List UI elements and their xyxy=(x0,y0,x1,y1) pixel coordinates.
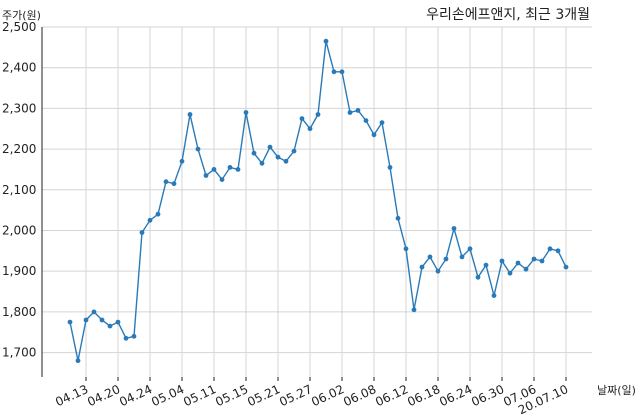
price-point xyxy=(131,333,137,339)
price-series-line xyxy=(69,41,567,361)
y-tick-label: 1,800 xyxy=(2,305,36,319)
price-point xyxy=(275,154,281,160)
price-point xyxy=(283,158,289,164)
price-point xyxy=(299,116,305,121)
price-point xyxy=(235,167,241,172)
price-point xyxy=(451,226,457,231)
tick-labels: 1,700 1,800 1,900 2,000 2,100 2,200 2,300 2,400… xyxy=(2,20,570,417)
y-tick-label: 2,100 xyxy=(2,183,36,197)
price-point xyxy=(91,309,97,315)
price-point xyxy=(123,335,129,341)
series xyxy=(67,38,569,364)
price-point xyxy=(563,264,569,270)
y-tick-label: 2,500 xyxy=(2,20,36,34)
price-point xyxy=(355,108,361,113)
grid xyxy=(42,26,592,377)
price-point xyxy=(483,262,489,268)
x-tick-label: 06.12 xyxy=(373,382,410,409)
axes xyxy=(41,27,567,381)
x-tick-label: 06.30 xyxy=(469,382,506,409)
price-point xyxy=(99,317,105,323)
price-point xyxy=(171,181,177,187)
price-point xyxy=(467,246,473,252)
price-point xyxy=(427,254,433,260)
price-point xyxy=(491,293,497,298)
price-point xyxy=(371,132,377,138)
x-tick-label: 04.13 xyxy=(53,382,90,409)
price-point xyxy=(83,317,89,323)
price-point xyxy=(347,110,353,115)
price-point xyxy=(139,230,145,235)
y-tick-label: 1,900 xyxy=(2,264,36,278)
price-point xyxy=(315,112,321,117)
price-point xyxy=(67,319,73,325)
price-point xyxy=(363,118,369,123)
y-tick-label: 2,300 xyxy=(2,101,36,115)
price-point xyxy=(531,256,537,262)
x-tick-label: 06.08 xyxy=(341,382,378,409)
price-point xyxy=(331,69,337,75)
price-point xyxy=(203,173,209,178)
price-point xyxy=(267,144,273,150)
price-point xyxy=(443,256,449,262)
price-point xyxy=(379,120,385,125)
price-point xyxy=(147,217,153,223)
x-tick-label: 05.27 xyxy=(277,382,314,409)
x-tick-label: 05.21 xyxy=(245,382,282,409)
price-point xyxy=(515,260,521,266)
price-point xyxy=(227,165,233,170)
price-point xyxy=(187,112,193,117)
price-point xyxy=(107,323,113,329)
price-point xyxy=(291,148,297,154)
price-point xyxy=(179,158,185,164)
x-tick-label: 04.20 xyxy=(85,382,122,409)
price-point xyxy=(387,165,393,170)
x-tick-label: 05.04 xyxy=(149,382,186,409)
price-point xyxy=(419,264,425,270)
price-point xyxy=(411,307,417,313)
price-point xyxy=(259,160,265,166)
x-axis-label: 날짜(일) xyxy=(597,383,636,397)
price-point xyxy=(547,246,553,252)
price-point xyxy=(211,167,217,172)
price-point xyxy=(403,246,409,252)
x-tick-label: 06.24 xyxy=(437,382,474,409)
chart-title: 우리손에프앤지, 최근 3개월 xyxy=(426,7,590,23)
price-point xyxy=(475,274,481,280)
y-tick-label: 2,200 xyxy=(2,142,36,156)
price-point xyxy=(339,69,345,75)
x-tick-label: 05.11 xyxy=(181,382,218,409)
x-tick-label: 05.15 xyxy=(213,382,250,409)
y-axis-label: 주가(원) xyxy=(2,9,41,22)
x-tick-label: 06.18 xyxy=(405,382,442,409)
price-point xyxy=(395,215,401,221)
price-point xyxy=(251,150,257,156)
x-tick-label: 06.02 xyxy=(309,382,346,409)
y-tick-label: 2,400 xyxy=(2,61,36,75)
price-point xyxy=(163,179,169,185)
x-tick-label: 04.24 xyxy=(117,382,154,409)
price-point xyxy=(115,319,121,325)
price-point xyxy=(219,177,225,183)
y-tick-label: 1,700 xyxy=(2,346,36,360)
price-point xyxy=(499,258,505,264)
price-point xyxy=(195,146,201,152)
price-point xyxy=(435,268,441,274)
price-point xyxy=(507,270,513,276)
price-point xyxy=(155,211,161,217)
price-point xyxy=(307,126,313,132)
price-point xyxy=(459,254,465,260)
price-point xyxy=(323,38,329,44)
price-point xyxy=(523,266,529,272)
y-tick-label: 2,000 xyxy=(2,223,36,237)
price-point xyxy=(75,358,81,364)
price-point xyxy=(243,110,249,115)
price-point xyxy=(555,248,561,254)
price-point xyxy=(539,258,545,264)
